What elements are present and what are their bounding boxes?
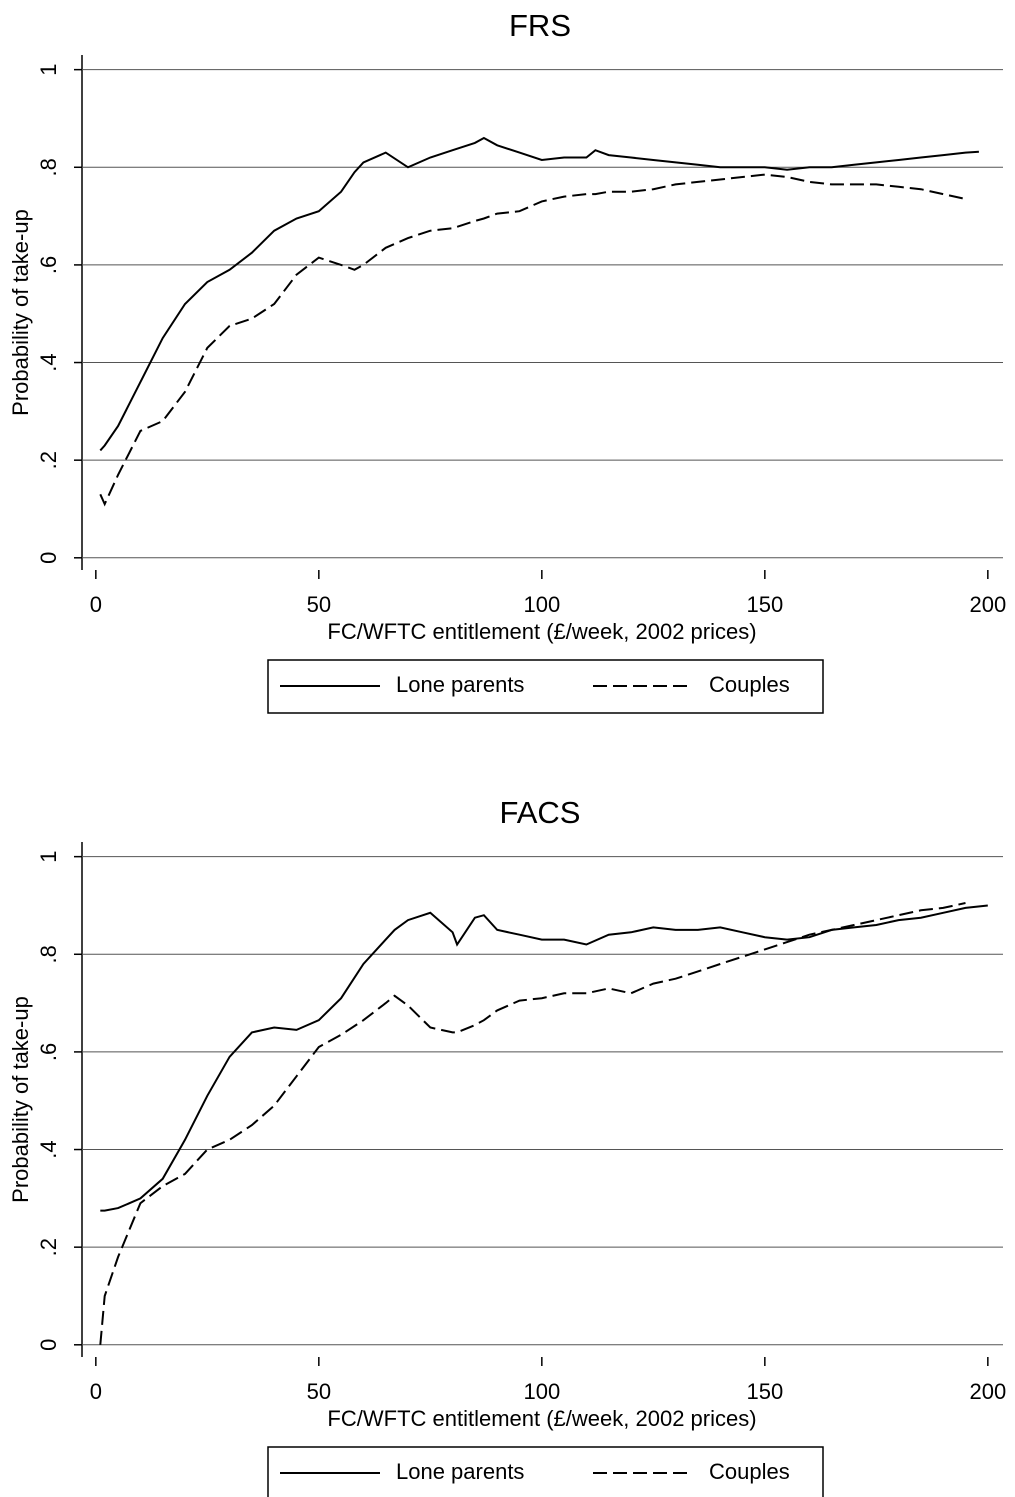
- legend-label: Lone parents: [396, 1459, 524, 1484]
- legend-label: Couples: [709, 1459, 790, 1484]
- legend-box: [267, 1446, 824, 1497]
- y-tick-label: .8: [36, 945, 61, 963]
- x-tick-label: 0: [90, 592, 102, 617]
- x-tick-label: 150: [746, 1379, 783, 1404]
- legend-label: Couples: [709, 672, 790, 697]
- x-tick-label: 150: [746, 592, 783, 617]
- y-axis-label: Probability of take-up: [8, 996, 33, 1203]
- data-line: [99, 902, 966, 1345]
- x-tick-label: 100: [523, 1379, 560, 1404]
- chart: FRS 0 .2 .4 .6 .8 1 Probability of take-up 0 50 10…: [8, 8, 1006, 714]
- data-line: [99, 136, 979, 452]
- y-tick-label: .6: [36, 256, 61, 274]
- y-axis-label: Probability of take-up: [8, 209, 33, 416]
- x-tick-label: 50: [307, 592, 331, 617]
- y-tick-label: .4: [36, 353, 61, 371]
- y-tick-label: .2: [36, 451, 61, 469]
- chart-title: FACS: [500, 795, 581, 830]
- legend-label: Lone parents: [396, 672, 524, 697]
- x-tick-label: 50: [307, 1379, 331, 1404]
- x-tick-label: 0: [90, 1379, 102, 1404]
- x-axis-label: FC/WFTC entitlement (£/week, 2002 prices…: [327, 1406, 756, 1431]
- chart-title: FRS: [509, 8, 571, 43]
- y-tick-label: 1: [36, 851, 61, 863]
- y-tick-label: .6: [36, 1043, 61, 1061]
- y-tick-label: 0: [36, 1339, 61, 1351]
- y-tick-label: .4: [36, 1140, 61, 1158]
- y-tick-label: 0: [36, 552, 61, 564]
- y-tick-label: 1: [36, 64, 61, 76]
- data-line: [100, 904, 988, 1212]
- x-tick-label: 100: [523, 592, 560, 617]
- legend-box: [267, 659, 824, 714]
- chart: FACS 0 .2 .4 .6 .8 1 Probability of take-up 0 50 1…: [8, 795, 1006, 1497]
- x-axis-label: FC/WFTC entitlement (£/week, 2002 prices…: [327, 619, 756, 644]
- y-tick-label: .2: [36, 1238, 61, 1256]
- y-tick-label: .8: [36, 158, 61, 176]
- data-line: [99, 173, 966, 507]
- x-tick-label: 200: [969, 592, 1006, 617]
- x-tick-label: 200: [969, 1379, 1006, 1404]
